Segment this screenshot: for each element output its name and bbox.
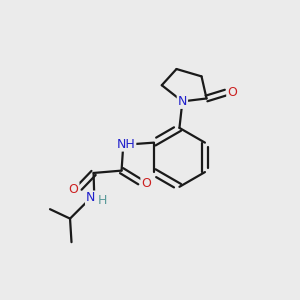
Text: O: O [141,177,151,190]
Text: N: N [178,95,187,108]
Text: O: O [69,183,79,196]
Text: O: O [227,86,237,99]
Text: NH: NH [117,138,135,151]
Text: N: N [86,191,95,205]
Text: H: H [98,194,107,207]
